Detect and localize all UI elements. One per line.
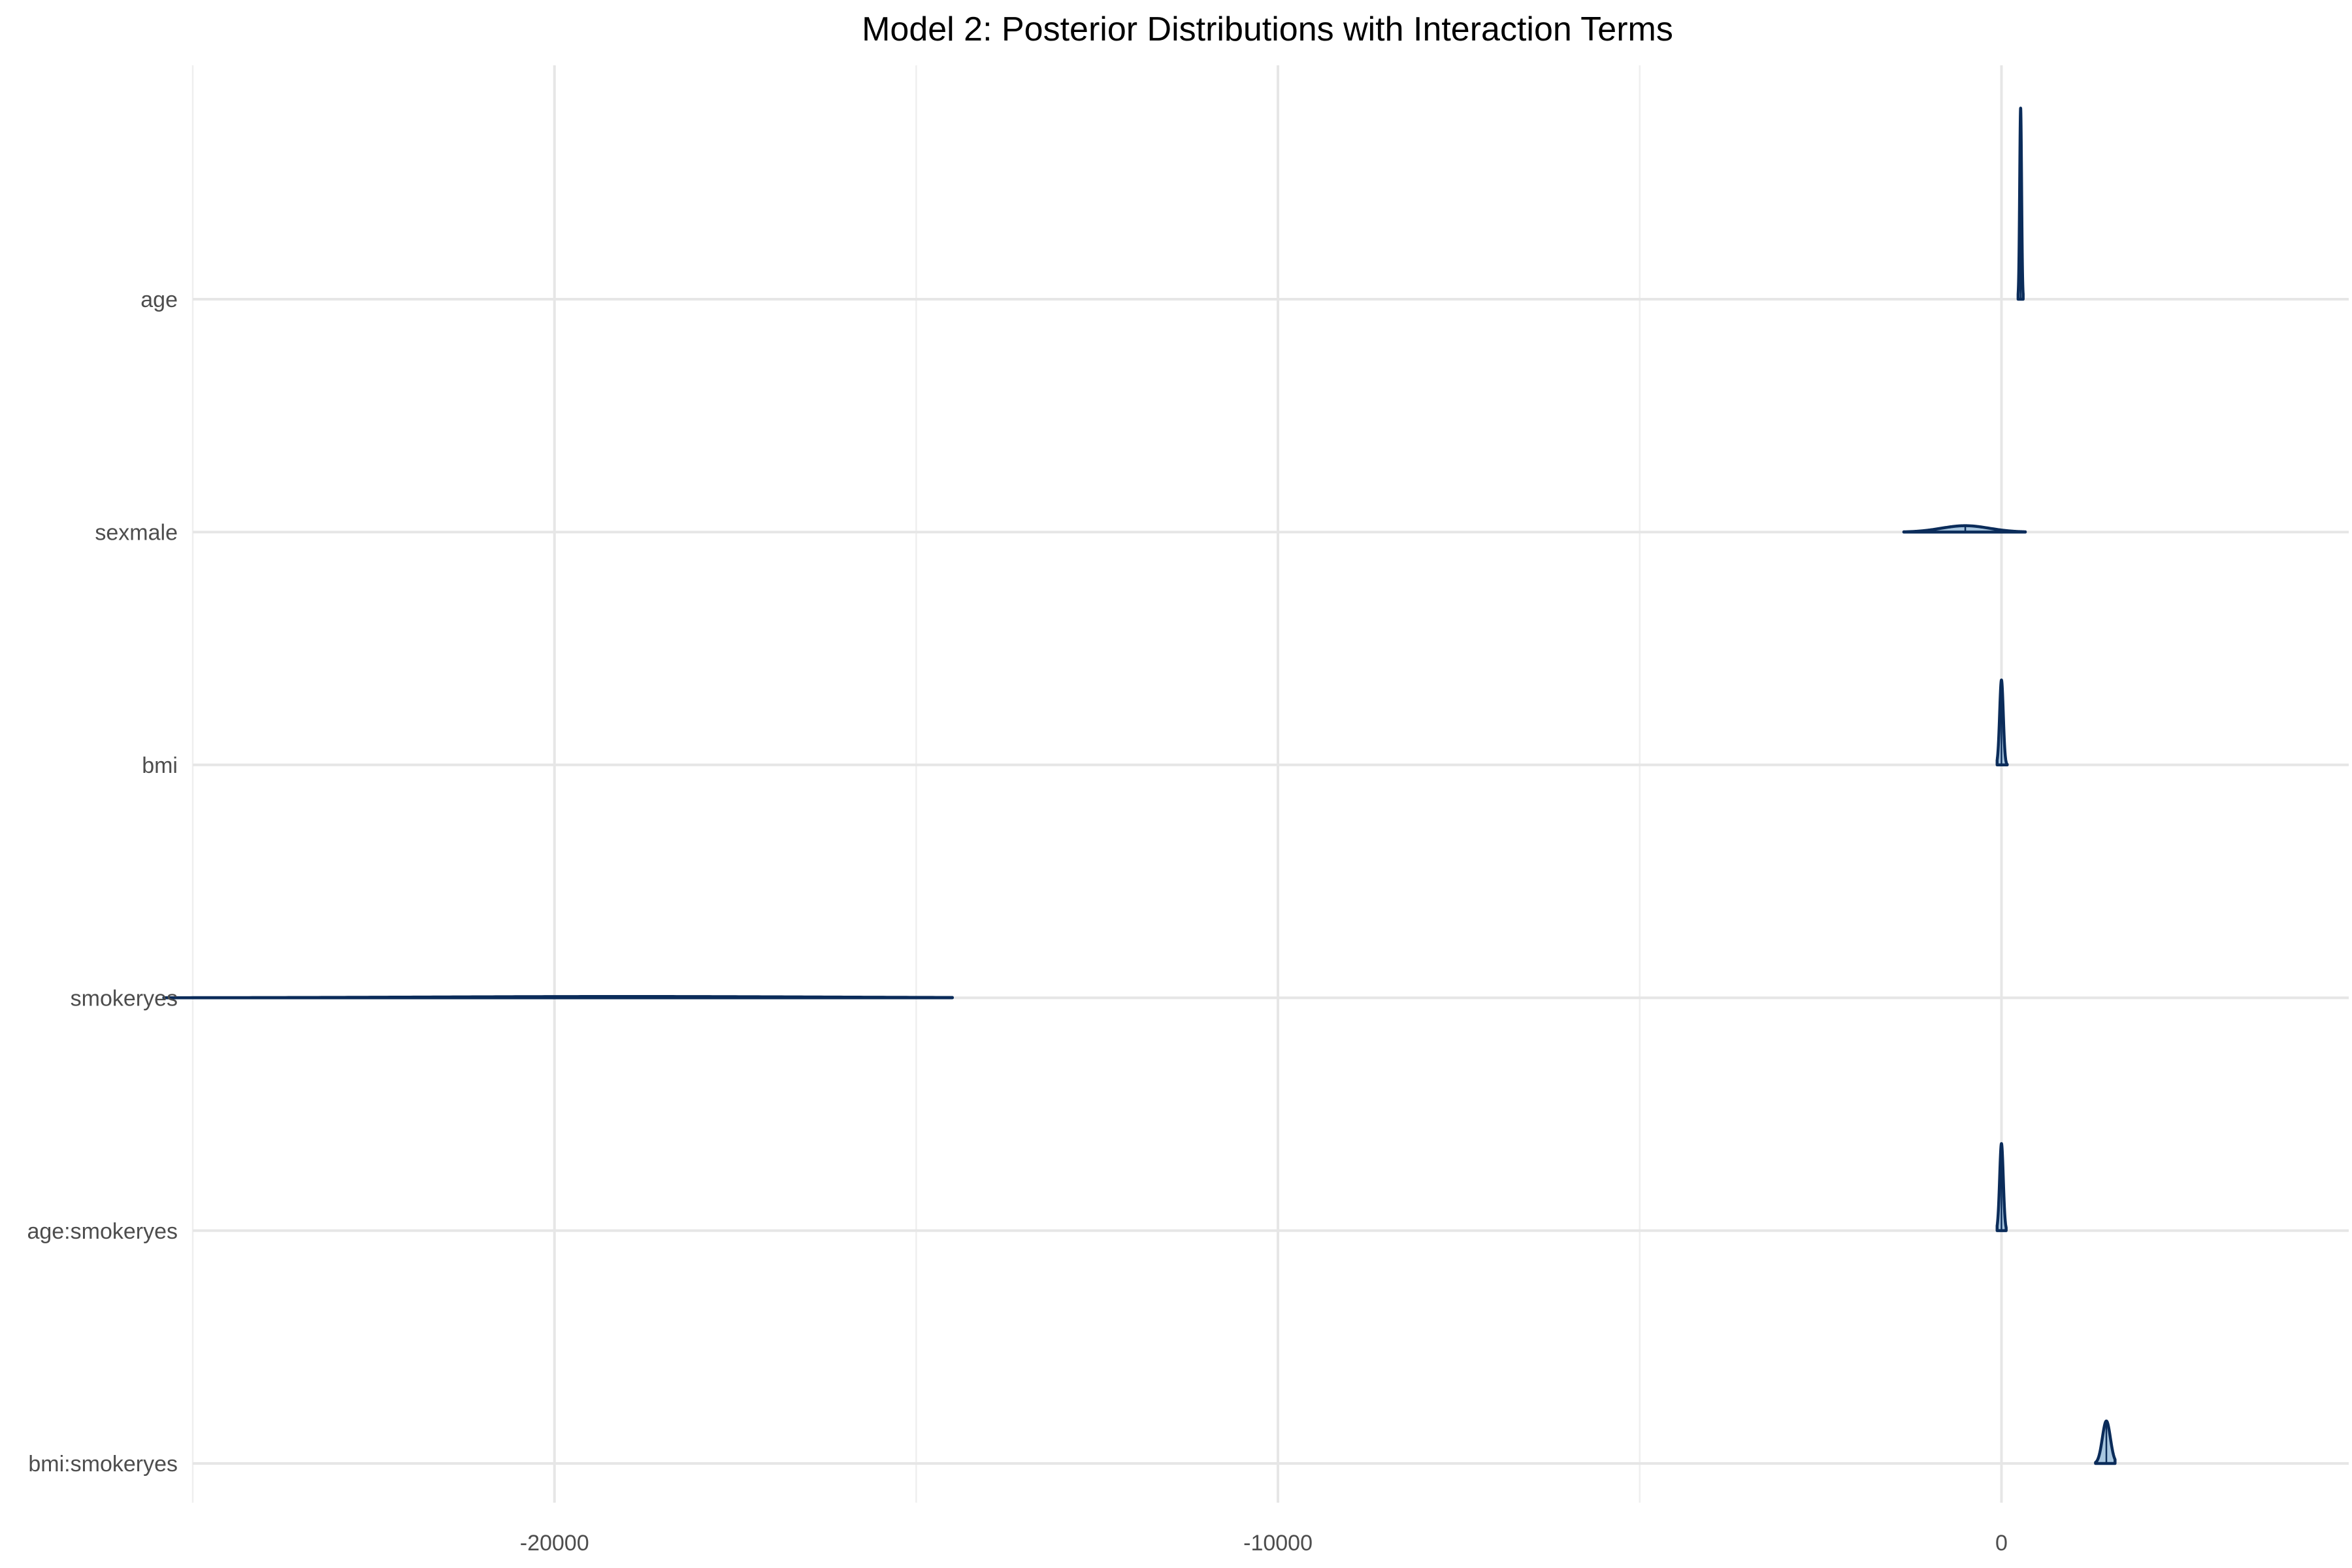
chart-title: Model 2: Posterior Distributions with In… [862, 10, 1673, 48]
y-tick-label: age [140, 287, 178, 312]
x-tick-label: -20000 [520, 1531, 589, 1556]
density-ridges [162, 106, 2117, 1465]
y-axis-labels: age sexmale bmi smokeryes age:smokeryes bmi:s… [27, 287, 178, 1477]
density-ridge-smokeryes [162, 995, 954, 1000]
y-tick-label: bmi:smokeryes [28, 1452, 178, 1477]
y-tick-label: bmi [142, 753, 178, 778]
x-tick-label: 0 [1995, 1531, 2008, 1556]
major-gridlines [193, 65, 2349, 1503]
y-tick-label: smokeryes [71, 986, 178, 1011]
x-tick-label: -10000 [1243, 1531, 1313, 1556]
y-tick-label: age:smokeryes [27, 1219, 178, 1244]
y-tick-label: sexmale [95, 521, 178, 546]
minor-gridlines [191, 65, 1641, 1503]
density-ridge-bmi-smokeryes [2094, 1419, 2117, 1465]
x-axis-labels: -20000 -10000 0 [520, 1531, 2008, 1556]
